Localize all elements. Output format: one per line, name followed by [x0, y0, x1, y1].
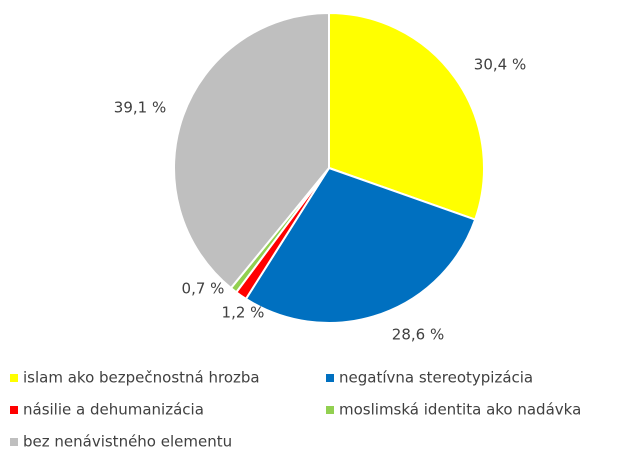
- legend-label: moslimská identita ako nadávka: [339, 401, 581, 419]
- data-label: 30,4 %: [474, 56, 526, 74]
- legend-label: negatívna stereotypizácia: [339, 369, 533, 387]
- legend-label: bez nenávistného elementu: [23, 433, 232, 451]
- legend-label: islam ako bezpečnostná hrozba: [23, 369, 260, 387]
- data-label: 1,2 %: [222, 304, 265, 322]
- legend-swatch: [10, 374, 18, 382]
- legend-label: násilie a dehumanizácia: [23, 401, 204, 419]
- legend-swatch: [10, 438, 18, 446]
- pie-slice: [244, 166, 477, 324]
- data-label: 0,7 %: [182, 280, 225, 298]
- data-label: 28,6 %: [392, 326, 444, 344]
- legend-swatch: [326, 374, 334, 382]
- pie-slice: [328, 11, 485, 221]
- pie-slice: [173, 11, 330, 290]
- data-label: 39,1 %: [114, 99, 166, 117]
- legend-swatch: [10, 406, 18, 414]
- legend-swatch: [326, 406, 334, 414]
